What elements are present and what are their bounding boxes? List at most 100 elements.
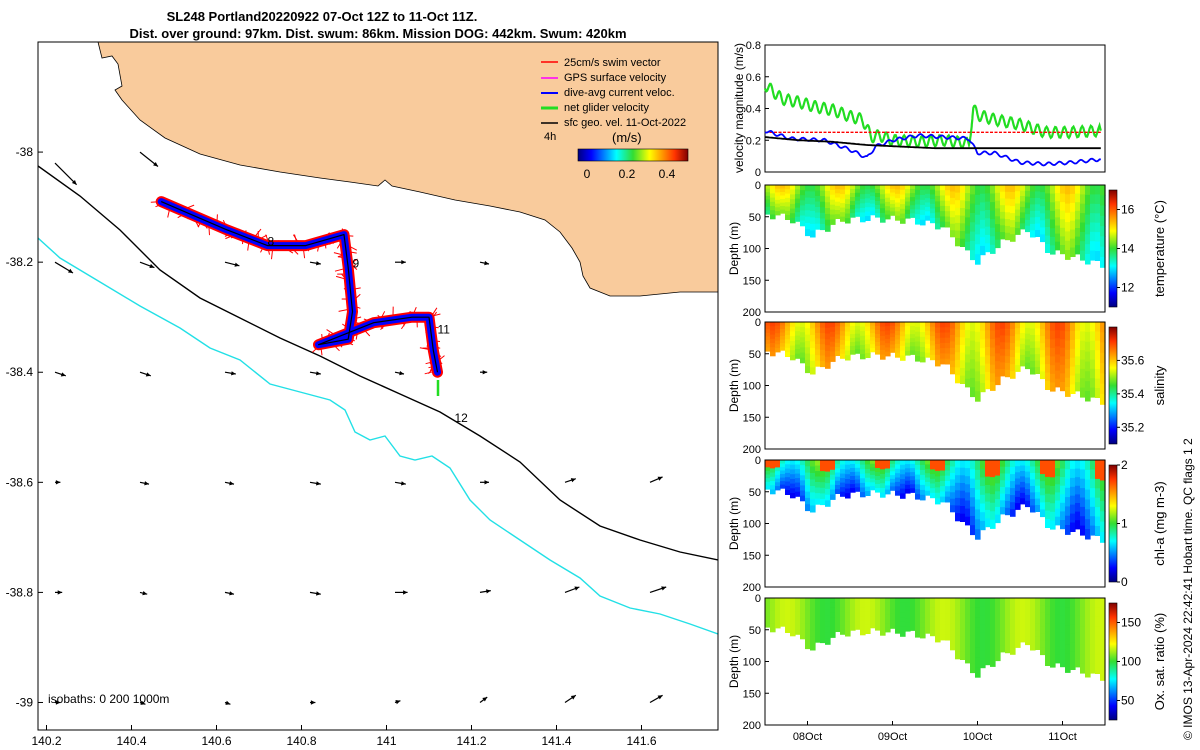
section-cell bbox=[1015, 365, 1021, 372]
section-cell bbox=[785, 468, 791, 474]
section-cell bbox=[1075, 382, 1081, 392]
section-cell bbox=[830, 627, 836, 633]
section-cell bbox=[775, 196, 781, 201]
section-cell bbox=[765, 206, 771, 211]
section-cell bbox=[815, 636, 821, 643]
section-cell bbox=[970, 525, 976, 536]
section-cell bbox=[815, 603, 821, 610]
section-cell bbox=[1085, 214, 1091, 226]
section-cell bbox=[1025, 339, 1031, 346]
section-cell bbox=[865, 468, 871, 474]
section-cell bbox=[1050, 632, 1056, 642]
section-cell bbox=[1080, 460, 1086, 470]
section-cell bbox=[790, 626, 796, 632]
section-cell bbox=[855, 483, 861, 488]
section-cell bbox=[975, 627, 981, 639]
section-cell bbox=[825, 615, 831, 622]
section-cell bbox=[880, 349, 886, 356]
section-cell bbox=[895, 352, 901, 358]
section-cell bbox=[860, 194, 866, 200]
section-cell bbox=[920, 351, 926, 358]
section-cell bbox=[1080, 607, 1086, 618]
section-cell bbox=[765, 601, 771, 606]
section-cell bbox=[1005, 212, 1011, 220]
section-cell bbox=[1065, 240, 1071, 251]
section-cell bbox=[920, 460, 926, 466]
section-cell bbox=[1065, 515, 1071, 526]
section-cell bbox=[860, 492, 866, 498]
section-cell bbox=[830, 204, 836, 211]
section-cell bbox=[920, 346, 926, 353]
section-cell bbox=[975, 322, 981, 333]
section-cell bbox=[1085, 607, 1091, 619]
section-cell bbox=[1010, 336, 1016, 344]
section-cell bbox=[810, 322, 816, 330]
section-cell bbox=[805, 610, 811, 618]
section-cell bbox=[900, 336, 906, 342]
section-cell bbox=[855, 212, 861, 217]
section-xtick-label: 11Oct bbox=[1048, 731, 1077, 743]
section-cell bbox=[980, 512, 986, 522]
section-cell bbox=[890, 460, 896, 465]
section-cell bbox=[1075, 494, 1081, 504]
section-cell bbox=[1065, 194, 1071, 205]
section-cell bbox=[1080, 598, 1086, 608]
section-cell bbox=[980, 632, 986, 643]
section-cell bbox=[1095, 460, 1101, 470]
section-cell bbox=[830, 331, 836, 338]
section-cell bbox=[805, 491, 811, 499]
section-cell bbox=[955, 322, 961, 331]
section-cell bbox=[885, 347, 891, 353]
section-cell bbox=[865, 339, 871, 345]
section-cell bbox=[885, 623, 891, 629]
section-cell bbox=[1045, 322, 1051, 331]
section-cell bbox=[890, 211, 896, 216]
section-cell bbox=[785, 322, 791, 327]
section-cell bbox=[1085, 381, 1091, 392]
section-cell bbox=[765, 481, 771, 486]
section-cell bbox=[790, 602, 796, 608]
section-cell bbox=[765, 192, 771, 197]
section-cell bbox=[1070, 220, 1076, 231]
section-cell bbox=[1045, 476, 1051, 486]
section-cell bbox=[920, 612, 926, 619]
section-cell bbox=[990, 623, 996, 633]
section-cell bbox=[875, 213, 881, 218]
section-cell bbox=[1005, 185, 1011, 193]
section-ytick-label: 200 bbox=[743, 582, 761, 594]
section-cell bbox=[890, 333, 896, 338]
section-cell bbox=[1050, 468, 1056, 478]
section-cell bbox=[965, 201, 971, 210]
section-ytick-label: 100 bbox=[743, 657, 761, 669]
section-cell bbox=[1000, 604, 1006, 612]
section-cell bbox=[960, 498, 966, 507]
section-cell bbox=[940, 618, 946, 625]
section-cell bbox=[1010, 192, 1016, 200]
section-cell bbox=[1095, 241, 1101, 252]
section-cell bbox=[850, 602, 856, 607]
section-cell bbox=[965, 646, 971, 656]
section-cell bbox=[1100, 185, 1106, 196]
section-cell bbox=[1030, 328, 1036, 336]
section-cell bbox=[1050, 202, 1056, 212]
section-cell bbox=[1025, 327, 1031, 335]
section-colorbar-label: temperature (°C) bbox=[1152, 200, 1167, 297]
section-cell bbox=[1010, 364, 1016, 372]
section-cell bbox=[765, 470, 771, 476]
section-cell bbox=[1010, 185, 1016, 193]
section-cell bbox=[950, 498, 956, 506]
section-cell bbox=[1100, 659, 1106, 671]
section-cell bbox=[830, 199, 836, 206]
section-cell bbox=[1000, 198, 1006, 206]
section-cell bbox=[850, 610, 856, 615]
colorbar-tick-label: 16 bbox=[1121, 203, 1135, 217]
section-cell bbox=[985, 338, 991, 348]
section-cell bbox=[955, 238, 961, 247]
section-cell bbox=[1040, 343, 1046, 351]
section-cell bbox=[1085, 185, 1091, 196]
section-cell bbox=[960, 238, 966, 247]
section-cell bbox=[995, 644, 1001, 654]
section-cell bbox=[1060, 202, 1066, 212]
section-cell bbox=[1025, 598, 1031, 605]
section-cell bbox=[905, 464, 911, 469]
